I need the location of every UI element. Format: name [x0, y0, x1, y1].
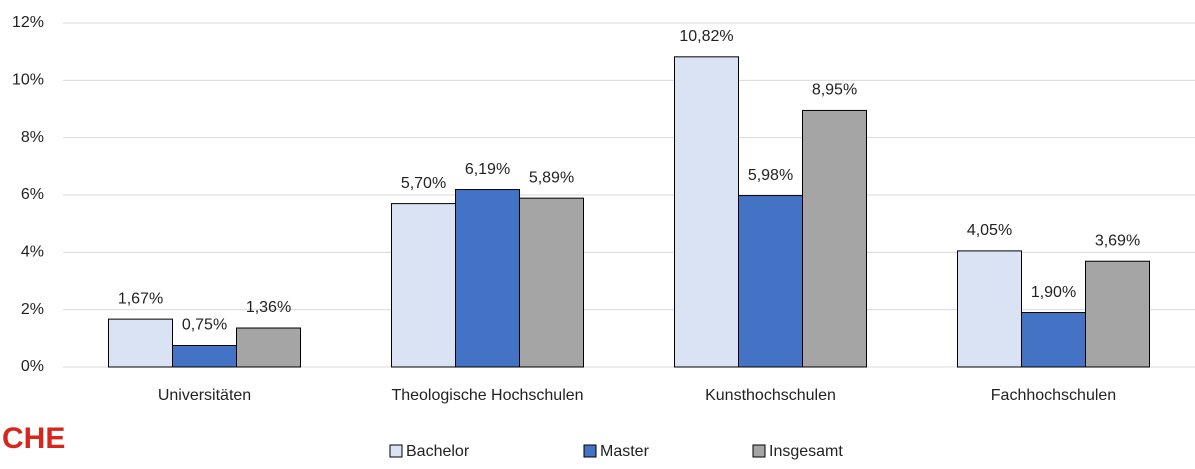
data-label: 4,05%: [967, 222, 1012, 239]
bar: [1085, 260, 1150, 368]
legend-swatch: [389, 444, 403, 458]
bar: [802, 109, 867, 368]
y-tick-label: 4%: [21, 244, 44, 261]
bar: [172, 345, 237, 368]
data-label: 8,95%: [812, 82, 857, 99]
data-label: 0,75%: [182, 317, 227, 334]
data-label: 3,69%: [1095, 232, 1140, 249]
data-label: 5,89%: [529, 169, 574, 186]
x-tick-label: Kunsthochschulen: [705, 387, 836, 404]
logo: CHE: [2, 422, 65, 455]
data-label: 1,90%: [1031, 284, 1076, 301]
bar: [391, 203, 456, 368]
legend-swatch: [583, 444, 597, 458]
y-tick-label: 2%: [21, 301, 44, 318]
data-label: 5,70%: [401, 175, 446, 192]
data-label: 6,19%: [465, 161, 510, 178]
y-tick-label: 8%: [21, 129, 44, 146]
bar: [519, 197, 584, 368]
y-tick-label: 6%: [21, 186, 44, 203]
x-tick-label: Theologische Hochschulen: [391, 387, 583, 404]
data-label: 10,82%: [679, 28, 733, 45]
data-label: 5,98%: [748, 167, 793, 184]
bar: [957, 250, 1022, 368]
y-tick-label: 12%: [12, 14, 44, 31]
bar: [236, 327, 301, 368]
bar: [738, 195, 803, 368]
bar: [455, 189, 520, 368]
bar: [674, 56, 739, 368]
x-tick-label: Universitäten: [158, 387, 251, 404]
legend-label: Master: [600, 443, 650, 460]
legend-label: Bachelor: [406, 443, 470, 460]
data-label: 1,67%: [118, 290, 163, 307]
x-tick-label: Fachhochschulen: [991, 387, 1116, 404]
bar: [108, 318, 173, 368]
y-tick-label: 10%: [12, 72, 44, 89]
legend-label: Insgesamt: [769, 443, 843, 460]
y-tick-label: 0%: [21, 358, 44, 375]
data-label: 1,36%: [246, 299, 291, 316]
legend-swatch: [752, 444, 766, 458]
bar: [1021, 312, 1086, 368]
